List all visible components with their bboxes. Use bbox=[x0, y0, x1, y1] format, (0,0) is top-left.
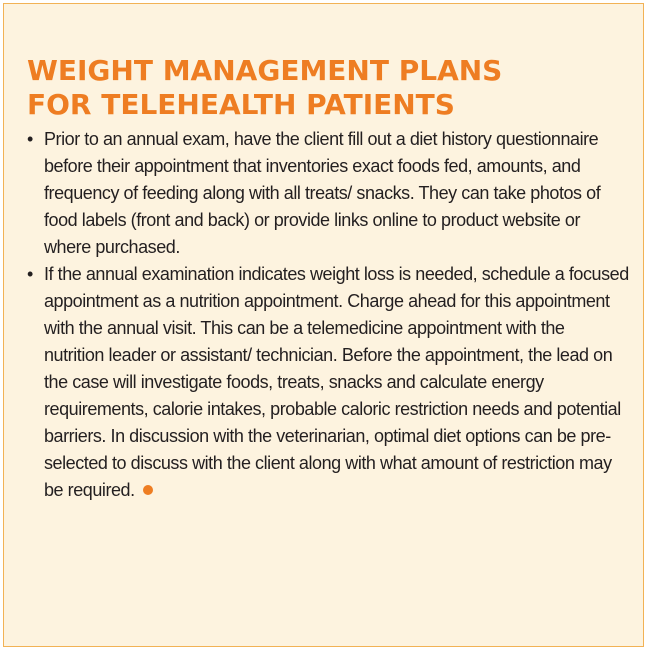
sidebar-title: WEIGHT MANAGEMENT PLANS FOR TELEHEALTH P… bbox=[27, 54, 629, 122]
bullet-item-diet-history: • Prior to an annual exam, have the clie… bbox=[27, 126, 629, 261]
bullet-list: • Prior to an annual exam, have the clie… bbox=[27, 126, 629, 504]
bullet-item-nutrition-appointment: • If the annual examination indicates we… bbox=[27, 261, 629, 504]
bullet-text-diet-history: Prior to an annual exam, have the client… bbox=[44, 129, 601, 257]
sidebar-title-line-1: WEIGHT MANAGEMENT PLANS bbox=[27, 54, 503, 87]
bullet-icon: • bbox=[27, 264, 33, 284]
end-of-article-dot-icon bbox=[142, 485, 153, 496]
bullet-text-nutrition-appointment: If the annual examination indicates weig… bbox=[44, 264, 629, 500]
telehealth-sidebar: WEIGHT MANAGEMENT PLANS FOR TELEHEALTH P… bbox=[3, 3, 644, 647]
sidebar-title-line-2: FOR TELEHEALTH PATIENTS bbox=[27, 88, 455, 121]
bullet-icon: • bbox=[27, 129, 33, 149]
